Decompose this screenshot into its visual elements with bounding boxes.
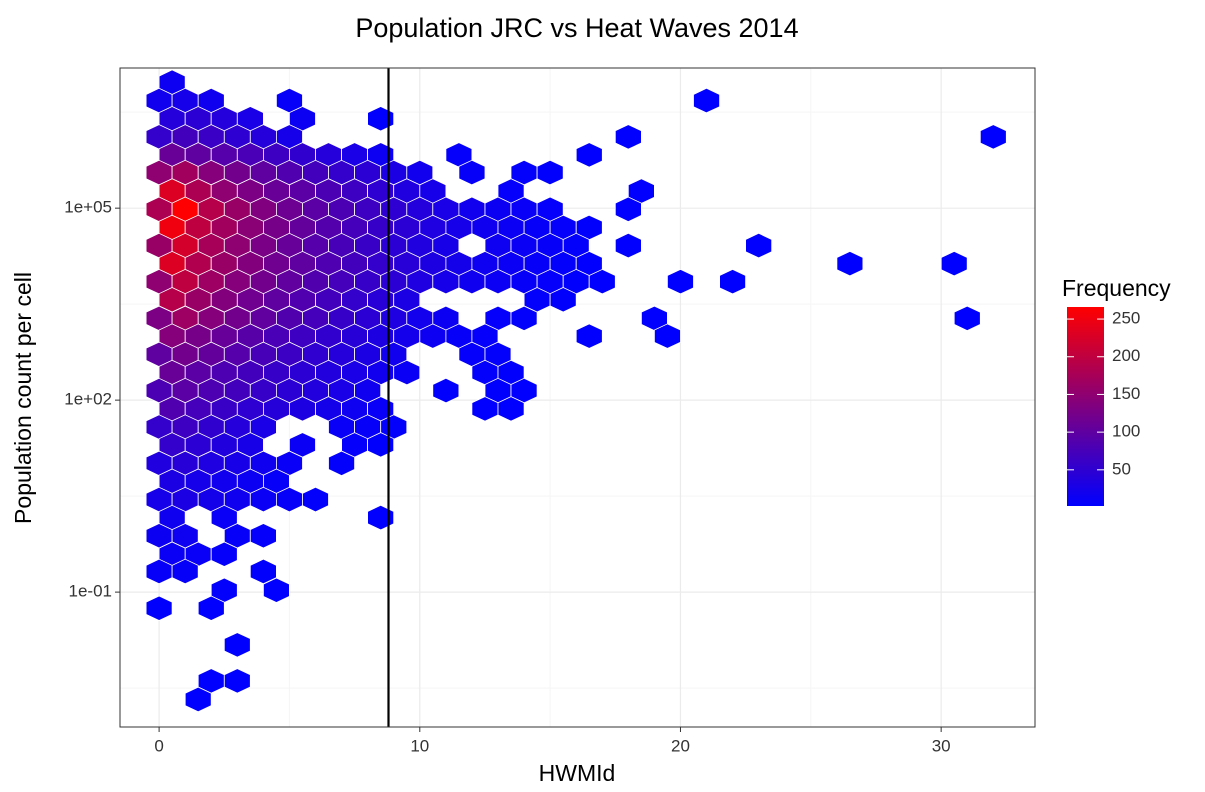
hex-bin: [367, 504, 395, 531]
hex-bin: [197, 595, 225, 621]
hex-bin: [536, 159, 564, 186]
x-axis-label: HWMId: [539, 760, 616, 786]
hex-bin: [614, 196, 642, 223]
x-tick-label: 0: [154, 736, 163, 755]
hex-bin: [510, 305, 538, 332]
hex-bin: [171, 558, 199, 585]
x-tick-label: 30: [932, 736, 951, 755]
chart-title: Population JRC vs Heat Waves 2014: [355, 13, 798, 43]
colorbar-tick-label: 150: [1112, 384, 1140, 403]
hex-bin: [614, 232, 642, 259]
hex-bin: [745, 232, 773, 259]
y-axis-label: Population count per cell: [10, 272, 36, 524]
colorbar-tick-label: 100: [1112, 422, 1140, 441]
hex-bin: [614, 124, 642, 150]
hex-bin: [432, 377, 460, 404]
hex-bin: [210, 541, 238, 567]
x-tick-label: 20: [671, 736, 690, 755]
colorbar: [1067, 307, 1104, 506]
hex-bin: [458, 159, 486, 186]
hex-bin: [588, 268, 616, 295]
hex-bin: [836, 250, 864, 277]
hex-bin: [223, 632, 251, 658]
y-tick-label: 1e+05: [64, 198, 112, 217]
hex-bin: [575, 142, 603, 168]
hex-bin: [719, 268, 746, 295]
hex-bin: [393, 359, 421, 386]
hexes: [145, 69, 1007, 713]
colorbar-tick-label: 250: [1112, 309, 1140, 328]
hex-bin: [249, 523, 277, 549]
colorbar-tick-label: 50: [1112, 459, 1131, 478]
hex-bin: [302, 486, 329, 513]
hex-bin: [497, 396, 525, 422]
hex-bin: [184, 686, 212, 713]
hex-bin: [549, 287, 577, 313]
hex-bin: [145, 595, 173, 621]
hex-bin: [940, 250, 968, 277]
hex-bin: [979, 124, 1007, 150]
x-tick-label: 10: [410, 736, 429, 755]
hex-bin: [667, 268, 694, 295]
hex-bin: [654, 323, 681, 349]
hex-bin: [328, 450, 356, 477]
hex-bin: [367, 106, 395, 132]
hex-bin: [262, 577, 290, 603]
colorbar-tick-label: 200: [1112, 346, 1140, 365]
hex-bin: [575, 323, 603, 349]
hex-bin: [693, 87, 720, 114]
hex-bin: [223, 668, 251, 694]
hex-bin: [367, 432, 395, 458]
legend-title: Frequency: [1062, 275, 1171, 301]
y-tick-label: 1e-01: [69, 582, 112, 601]
hex-bin: [953, 305, 981, 332]
panel-border: [119, 67, 1036, 728]
y-tick-label: 1e+02: [64, 390, 112, 409]
